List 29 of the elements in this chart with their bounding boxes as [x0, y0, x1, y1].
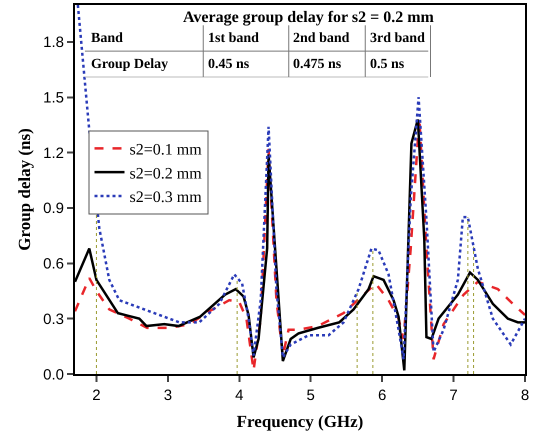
- x-tick-label: 7: [449, 387, 458, 404]
- x-tick-label: 5: [306, 387, 315, 404]
- y-tick-label: 0.3: [43, 310, 64, 328]
- y-tick-label: 1.5: [43, 90, 64, 106]
- x-tick-label: 2: [92, 387, 101, 404]
- annotation: 3rd band: [370, 31, 426, 46]
- chart-title: Average group delay for s2 = 0.2 mm: [183, 9, 435, 26]
- y-tick-label: 0.9: [43, 200, 64, 218]
- y-tick-label: 0.6: [43, 256, 64, 273]
- line-series: [76, 5, 525, 360]
- legend-label: s2=0.1 mm: [130, 142, 202, 159]
- y-tick-label: 1.8: [43, 34, 64, 52]
- legend-label: s2=0.2 mm: [130, 165, 202, 182]
- legend-label: s2=0.3 mm: [130, 189, 202, 206]
- x-tick-label: 4: [235, 387, 244, 404]
- x-tick-label: 6: [378, 387, 386, 404]
- y-tick-label: 1.2: [43, 144, 64, 162]
- y-tick-label: 0.0: [43, 366, 64, 384]
- y-axis-title: Group delay (ns): [15, 128, 34, 251]
- annotation: 2nd band: [293, 31, 350, 46]
- annotation: Band: [91, 31, 124, 46]
- annotation: Group Delay: [91, 57, 168, 72]
- x-tick-label: 3: [164, 387, 172, 404]
- annotation: 0.475 ns: [293, 57, 342, 72]
- annotation: 0.5 ns: [370, 57, 405, 72]
- annotation: 1st band: [208, 31, 260, 46]
- x-axis-title: Frequency (GHz): [236, 412, 364, 431]
- annotation: 0.45 ns: [208, 57, 250, 72]
- x-tick-label: 8: [520, 387, 530, 404]
